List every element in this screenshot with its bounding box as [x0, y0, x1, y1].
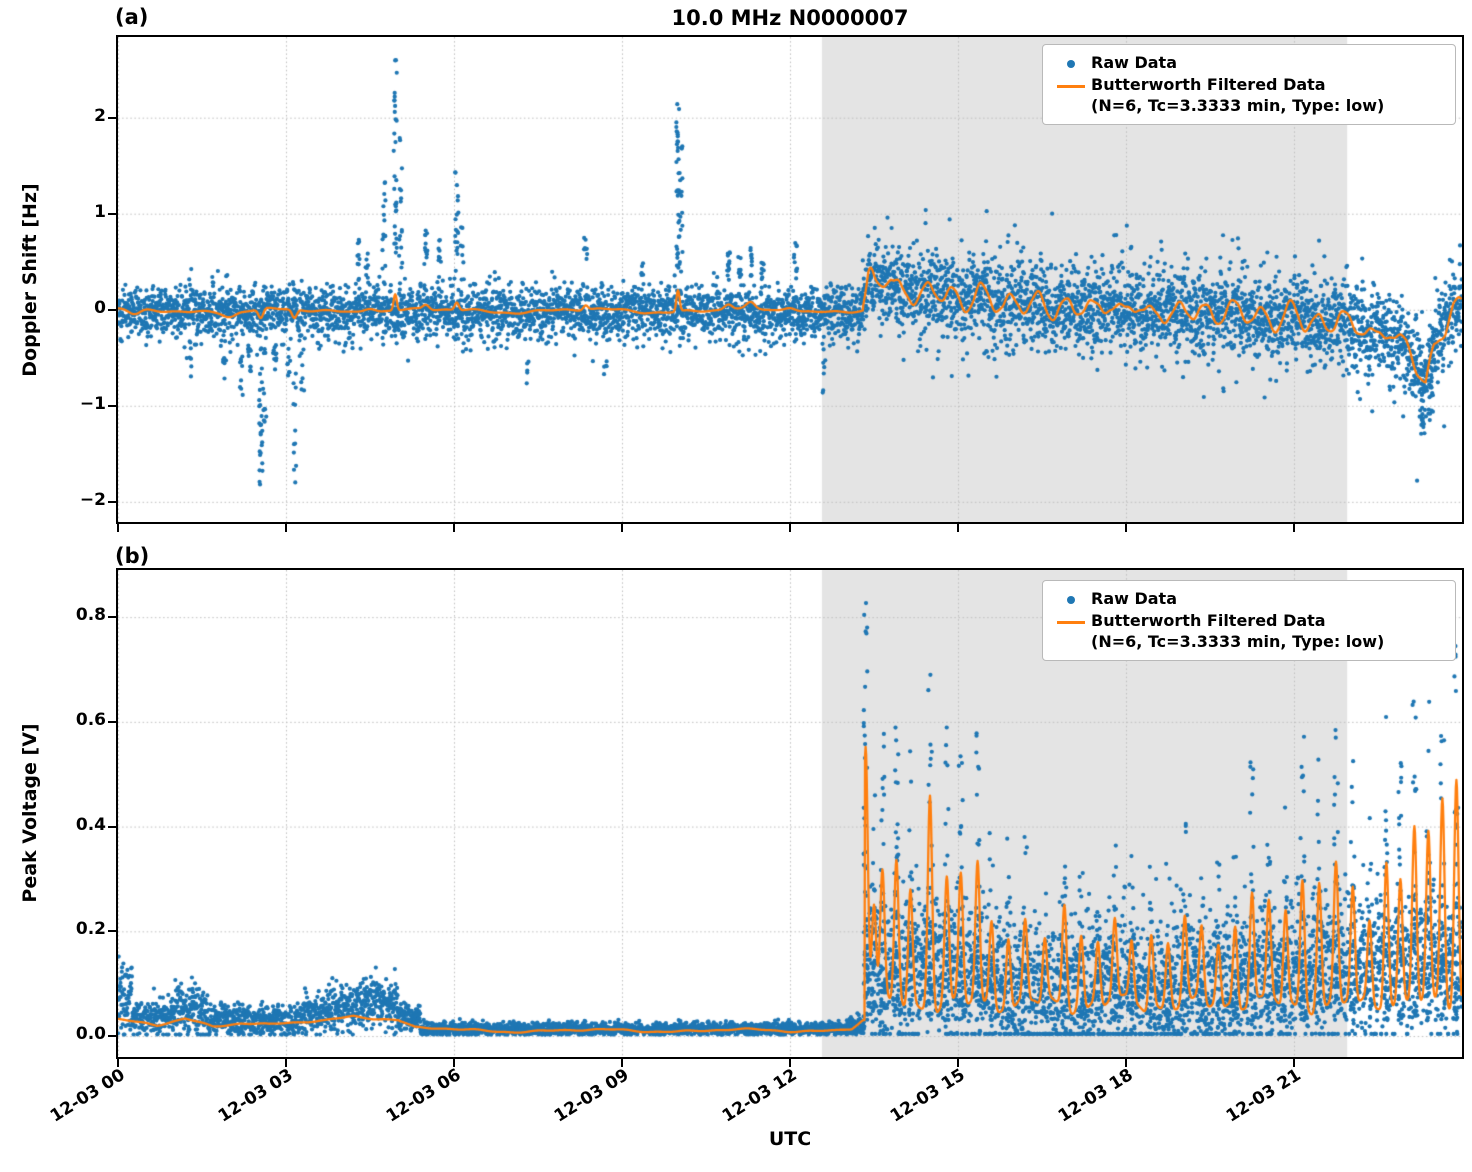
filtered-data-label: Butterworth Filtered Data [1091, 74, 1326, 94]
x-tick-mark [117, 524, 119, 532]
panel-a-ylabel: Doppler Shift [Hz] [19, 183, 41, 377]
y-tick-mark [108, 500, 118, 503]
y-tick-label: 2 [94, 105, 106, 126]
y-tick-mark [108, 1035, 118, 1038]
y-tick-label: 0.4 [75, 814, 106, 835]
panel-b-label: (b) [115, 544, 150, 568]
raw-data-marker-icon [1067, 60, 1075, 68]
x-tick-mark [1293, 524, 1295, 532]
x-tick-mark [1125, 524, 1127, 532]
x-tick-mark [1125, 1059, 1127, 1067]
filtered-data-sublabel: (N=6, Tc=3.3333 min, Type: low) [1091, 632, 1385, 652]
y-tick-mark [108, 116, 118, 119]
x-tick-mark [285, 1059, 287, 1067]
x-tick-mark [957, 524, 959, 532]
raw-data-label: Raw Data [1091, 53, 1177, 72]
y-tick-label: 1 [94, 201, 106, 222]
y-tick-mark [108, 825, 118, 828]
x-tick-mark [285, 524, 287, 532]
filtered-data-label: Butterworth Filtered Data [1091, 610, 1326, 630]
panel-b-ylabel: Peak Voltage [V] [19, 723, 41, 903]
panel-a-label: (a) [115, 5, 149, 29]
raw-data-label: Raw Data [1091, 589, 1177, 608]
x-tick-mark [789, 1059, 791, 1067]
figure-title: 10.0 MHz N0000007 [671, 6, 909, 30]
legend-filtered-row: Butterworth Filtered Data (N=6, Tc=3.333… [1051, 610, 1445, 653]
legend-raw-row: Raw Data [1051, 52, 1445, 74]
y-tick-mark [108, 404, 118, 407]
y-tick-mark [108, 308, 118, 311]
x-tick-mark [789, 524, 791, 532]
x-tick-mark [453, 1059, 455, 1067]
y-tick-mark [108, 930, 118, 933]
y-tick-label: 0.8 [75, 605, 106, 626]
x-tick-mark [453, 524, 455, 532]
legend-filtered-row: Butterworth Filtered Data (N=6, Tc=3.333… [1051, 74, 1445, 117]
x-tick-mark [117, 1059, 119, 1067]
x-axis-label: UTC [768, 1128, 812, 1150]
x-tick-mark [621, 524, 623, 532]
x-tick-mark [1293, 1059, 1295, 1067]
filtered-data-sublabel: (N=6, Tc=3.3333 min, Type: low) [1091, 96, 1385, 116]
y-tick-mark [108, 720, 118, 723]
panel-b-legend: Raw Data Butterworth Filtered Data (N=6,… [1042, 580, 1456, 661]
y-tick-mark [108, 212, 118, 215]
x-tick-mark [621, 1059, 623, 1067]
y-tick-label: −1 [79, 393, 106, 414]
legend-raw-row: Raw Data [1051, 588, 1445, 610]
x-tick-mark [957, 1059, 959, 1067]
y-tick-mark [108, 616, 118, 619]
y-tick-label: 0 [94, 297, 106, 318]
y-tick-label: 0.2 [75, 919, 106, 940]
y-tick-label: −2 [79, 489, 106, 510]
x-tick-label: 12-03 00 [46, 1065, 129, 1127]
filtered-data-marker-icon [1057, 84, 1085, 88]
raw-data-marker-icon [1067, 596, 1075, 604]
y-tick-label: 0.0 [75, 1024, 106, 1045]
panel-a-legend: Raw Data Butterworth Filtered Data (N=6,… [1042, 44, 1456, 125]
filtered-data-marker-icon [1057, 620, 1085, 624]
y-tick-label: 0.6 [75, 709, 106, 730]
